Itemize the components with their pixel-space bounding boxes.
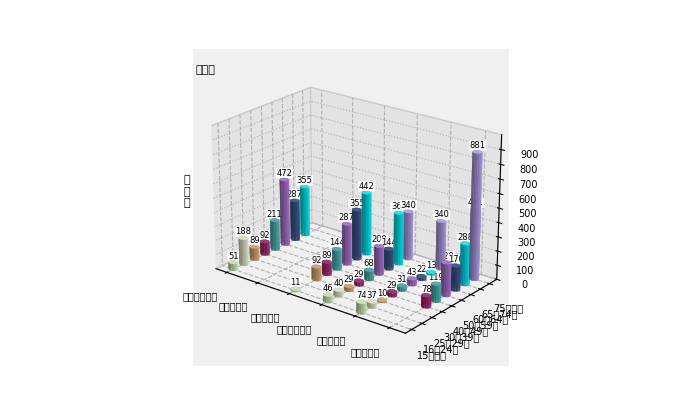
- Text: （人）: （人）: [196, 65, 216, 75]
- Text: 死
者
数: 死 者 数: [183, 175, 190, 208]
